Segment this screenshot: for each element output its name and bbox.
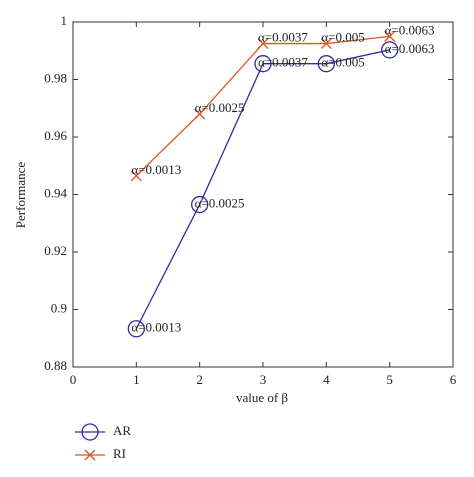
legend-label: AR: [113, 423, 131, 438]
point-label: α=0.0025: [195, 100, 245, 115]
legend-label: RI: [113, 446, 126, 461]
y-tick-label: 1: [61, 13, 68, 28]
point-label: α=0.005: [321, 55, 364, 70]
marker: [381, 41, 399, 59]
y-tick-label: 0.98: [44, 70, 67, 85]
marker: [254, 55, 272, 73]
x-tick-label: 6: [450, 372, 457, 387]
y-tick-label: 0.94: [44, 185, 67, 200]
point-label: α=0.0037: [258, 55, 308, 70]
legend-marker: [84, 449, 96, 461]
x-tick-label: 0: [70, 372, 77, 387]
marker: [320, 38, 332, 50]
x-tick-label: 2: [196, 372, 203, 387]
point-label: α=0.0063: [385, 22, 435, 37]
marker: [194, 108, 206, 120]
y-axis-label: Performance: [13, 162, 28, 229]
point-label: α=0.0013: [131, 162, 181, 177]
x-tick-label: 3: [260, 372, 267, 387]
y-tick-label: 0.9: [51, 300, 67, 315]
series-line: [135, 49, 390, 330]
x-axis-label: value of β: [236, 390, 288, 405]
x-tick-label: 4: [323, 372, 330, 387]
marker: [257, 38, 269, 50]
marker: [191, 195, 209, 214]
marker: [127, 320, 145, 338]
y-tick-label: 0.96: [44, 128, 67, 143]
point-label: α=0.0013: [131, 320, 181, 335]
marker: [317, 55, 335, 73]
point-label: α=0.005: [321, 30, 364, 45]
marker: [130, 170, 142, 182]
x-tick-label: 5: [386, 372, 393, 387]
point-label: α=0.0025: [195, 196, 245, 211]
x-tick-label: 1: [133, 372, 140, 387]
legend-marker: [81, 423, 99, 441]
plot-frame: [72, 21, 454, 368]
point-label: α=0.0063: [385, 41, 435, 56]
marker: [384, 30, 396, 42]
point-label: α=0.0037: [258, 30, 308, 45]
y-tick-label: 0.88: [44, 358, 67, 373]
y-tick-label: 0.92: [44, 243, 67, 258]
